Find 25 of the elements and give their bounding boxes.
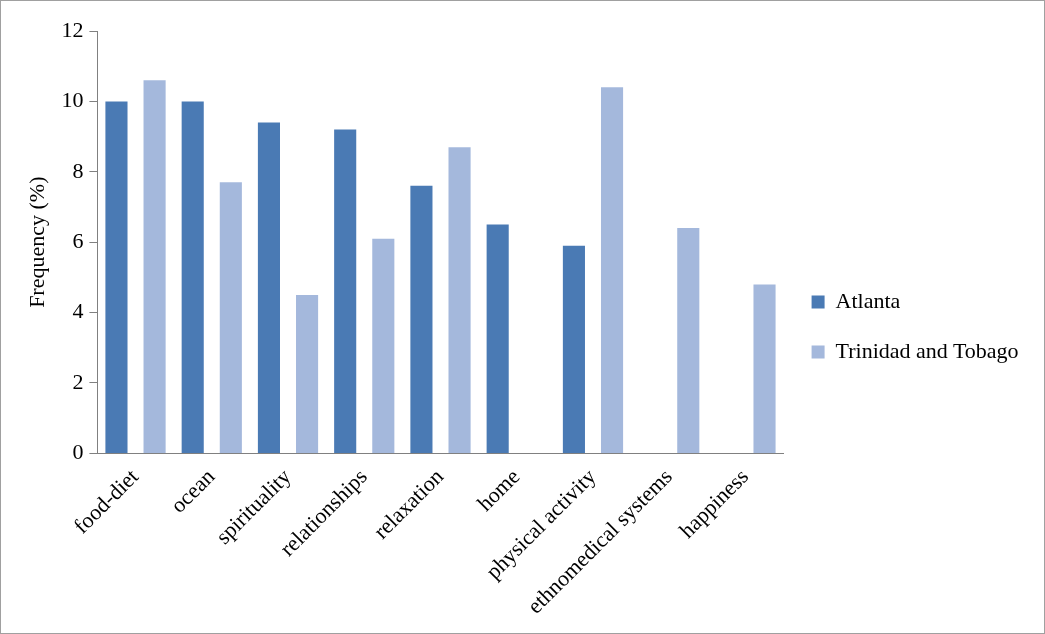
bar [219,182,242,453]
bar [448,147,471,453]
bar [562,245,585,453]
y-tick-label: 2 [72,368,84,394]
bar [486,224,509,453]
y-tick-label: 8 [72,157,84,183]
bar [143,80,166,453]
bar [181,101,204,453]
bar [410,185,433,453]
legend-label: Trinidad and Tobago [835,337,1019,363]
bar [677,228,700,453]
y-tick-label: 12 [61,16,84,42]
y-tick-label: 4 [72,298,84,324]
y-axis-title: Frequency (%) [23,176,49,308]
legend-label: Atlanta [835,287,901,313]
bar [296,294,319,453]
y-tick-label: 10 [61,87,84,113]
bar [105,101,128,453]
bar [334,129,357,453]
bar [753,284,776,453]
bar [372,238,395,453]
bar [600,87,624,453]
bar [257,122,280,453]
y-tick-label: 0 [72,439,84,465]
y-tick-label: 6 [72,227,84,253]
